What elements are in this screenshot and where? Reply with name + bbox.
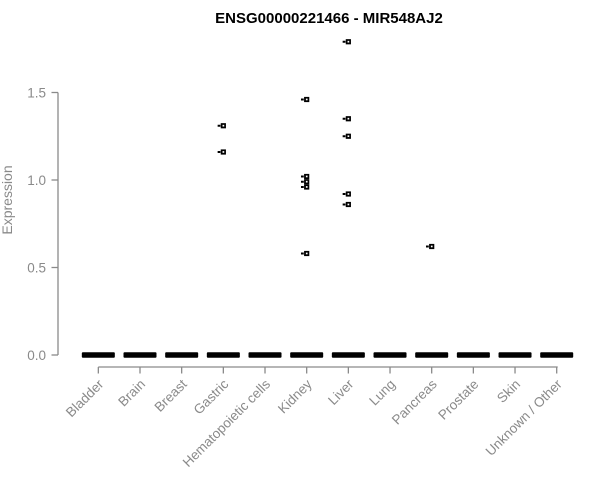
data-point-left-dash bbox=[300, 175, 304, 178]
data-point-square-center bbox=[430, 245, 433, 248]
data-point bbox=[342, 201, 351, 208]
data-point-left-dash bbox=[342, 193, 346, 195]
zero-cluster-dash bbox=[248, 352, 282, 358]
data-point-square-center bbox=[222, 151, 225, 153]
data-point bbox=[342, 116, 351, 122]
data-point bbox=[217, 149, 226, 155]
x-tick-label: Gastric bbox=[191, 376, 232, 417]
zero-cluster-dash bbox=[206, 352, 240, 358]
data-point bbox=[217, 123, 226, 129]
x-tick-label: Brain bbox=[115, 377, 148, 410]
zero-cluster-dash bbox=[498, 352, 532, 358]
y-tick-label: 0.0 bbox=[27, 348, 46, 363]
data-point-left-dash bbox=[342, 135, 346, 138]
data-point-square-center bbox=[347, 135, 350, 138]
y-axis-label: Expression bbox=[0, 165, 15, 234]
x-tick-label: Kidney bbox=[275, 376, 315, 416]
x-tick-label: Lung bbox=[366, 377, 398, 409]
x-tick-label: Bladder bbox=[63, 376, 107, 420]
data-point bbox=[342, 191, 351, 197]
y-tick-label: 1.0 bbox=[27, 173, 46, 188]
zero-cluster-dash bbox=[290, 352, 324, 358]
data-point-left-dash bbox=[342, 40, 346, 43]
data-point bbox=[300, 96, 310, 103]
data-point-left-dash bbox=[342, 117, 346, 120]
data-point-square-center bbox=[305, 175, 308, 178]
data-point bbox=[300, 184, 310, 190]
data-point bbox=[300, 179, 310, 185]
zero-cluster-dash bbox=[456, 352, 490, 358]
data-point-square-center bbox=[347, 203, 350, 206]
data-point-square-center bbox=[305, 252, 308, 255]
data-point-square-center bbox=[305, 98, 308, 101]
y-tick-label: 0.5 bbox=[27, 260, 46, 275]
data-point bbox=[425, 243, 435, 250]
x-tick-label: Pancreas bbox=[389, 376, 440, 427]
x-tick-label: Skin bbox=[494, 377, 523, 406]
data-point bbox=[300, 250, 310, 257]
data-point-left-dash bbox=[300, 252, 304, 255]
data-points-group bbox=[81, 39, 574, 358]
data-point-square-center bbox=[222, 124, 225, 127]
data-point-left-dash bbox=[300, 98, 304, 101]
data-point-square-center bbox=[305, 180, 308, 183]
zero-cluster-dash bbox=[165, 352, 199, 358]
data-point-left-dash bbox=[217, 151, 221, 153]
data-point-square-center bbox=[305, 186, 308, 188]
x-tick-label: Prostate bbox=[435, 377, 481, 423]
y-tick-label: 1.5 bbox=[27, 85, 46, 100]
data-point-square-center bbox=[347, 40, 350, 43]
data-point-square-center bbox=[347, 193, 350, 195]
data-point-left-dash bbox=[425, 245, 429, 248]
data-point-left-dash bbox=[300, 186, 304, 188]
data-point bbox=[300, 173, 310, 180]
data-point-left-dash bbox=[300, 180, 304, 183]
zero-cluster-dash bbox=[540, 352, 574, 358]
x-tick-label: Breast bbox=[152, 376, 190, 414]
data-point-left-dash bbox=[342, 203, 346, 206]
data-point-square-center bbox=[347, 117, 350, 120]
x-tick-label: Unknown / Other bbox=[483, 376, 566, 459]
zero-cluster-dash bbox=[81, 352, 115, 358]
data-point bbox=[342, 39, 351, 45]
zero-cluster-dash bbox=[415, 352, 449, 358]
chart-title: ENSG00000221466 - MIR548AJ2 bbox=[215, 10, 443, 27]
zero-cluster-dash bbox=[331, 352, 365, 358]
zero-cluster-dash bbox=[123, 352, 157, 358]
x-tick-label: Liver bbox=[325, 376, 357, 408]
zero-cluster-dash bbox=[373, 352, 407, 358]
data-point-left-dash bbox=[217, 124, 221, 127]
data-point bbox=[342, 133, 351, 139]
